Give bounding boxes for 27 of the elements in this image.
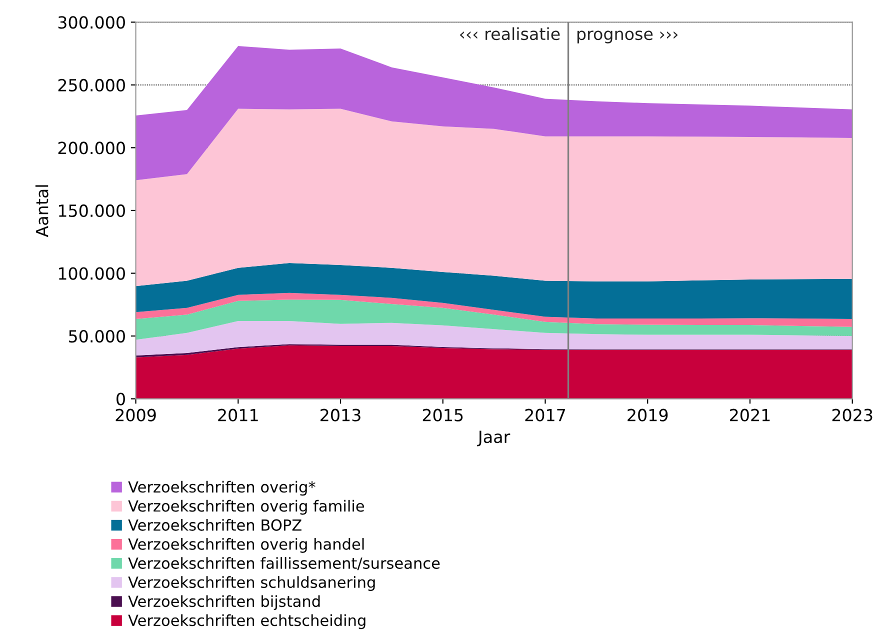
legend-label: Verzoekschriften overig handel	[128, 538, 364, 553]
y-tick-label: 0	[116, 392, 125, 406]
x-tick-label: 2013	[320, 408, 360, 422]
y-tick-label: 250.000	[58, 78, 125, 92]
y-tick-label: 200.000	[58, 142, 125, 154]
x-tick-label: 2011	[218, 408, 258, 422]
x-tick-label: 2021	[730, 408, 770, 422]
annotation: prognose ›››	[577, 30, 678, 44]
x-tick-label: 2019	[628, 408, 668, 422]
y-tick-label: 300.000	[58, 16, 125, 29]
legend-label: Verzoekschriften faillissement/surseance	[128, 557, 440, 570]
x-tick-label: 2009	[116, 408, 156, 422]
legend-label: Verzoekschriften overig*	[128, 480, 316, 496]
x-tick-label: 2017	[525, 408, 566, 422]
legend-label: Verzoekschriften BOPZ	[128, 518, 302, 531]
y-tick-label: 150.000	[58, 204, 125, 218]
x-tick-label: 2015	[422, 408, 463, 422]
x-axis-title: Jaar	[477, 430, 510, 446]
legend-label: Verzoekschriften schuldsanering	[128, 576, 375, 591]
x-tick-label: 2023	[832, 408, 872, 422]
legend-label: Verzoekschriften overig familie	[128, 500, 364, 515]
y-tick-label: 100.000	[58, 267, 125, 280]
legend-label: Verzoekschriften bijstand	[128, 595, 320, 610]
y-axis-title: Aantal	[35, 185, 48, 238]
annotation: ‹‹‹ realisatie	[460, 27, 560, 40]
legend-label: Verzoekschriften echtscheiding	[128, 614, 366, 630]
y-tick-label: 50.000	[69, 330, 125, 343]
